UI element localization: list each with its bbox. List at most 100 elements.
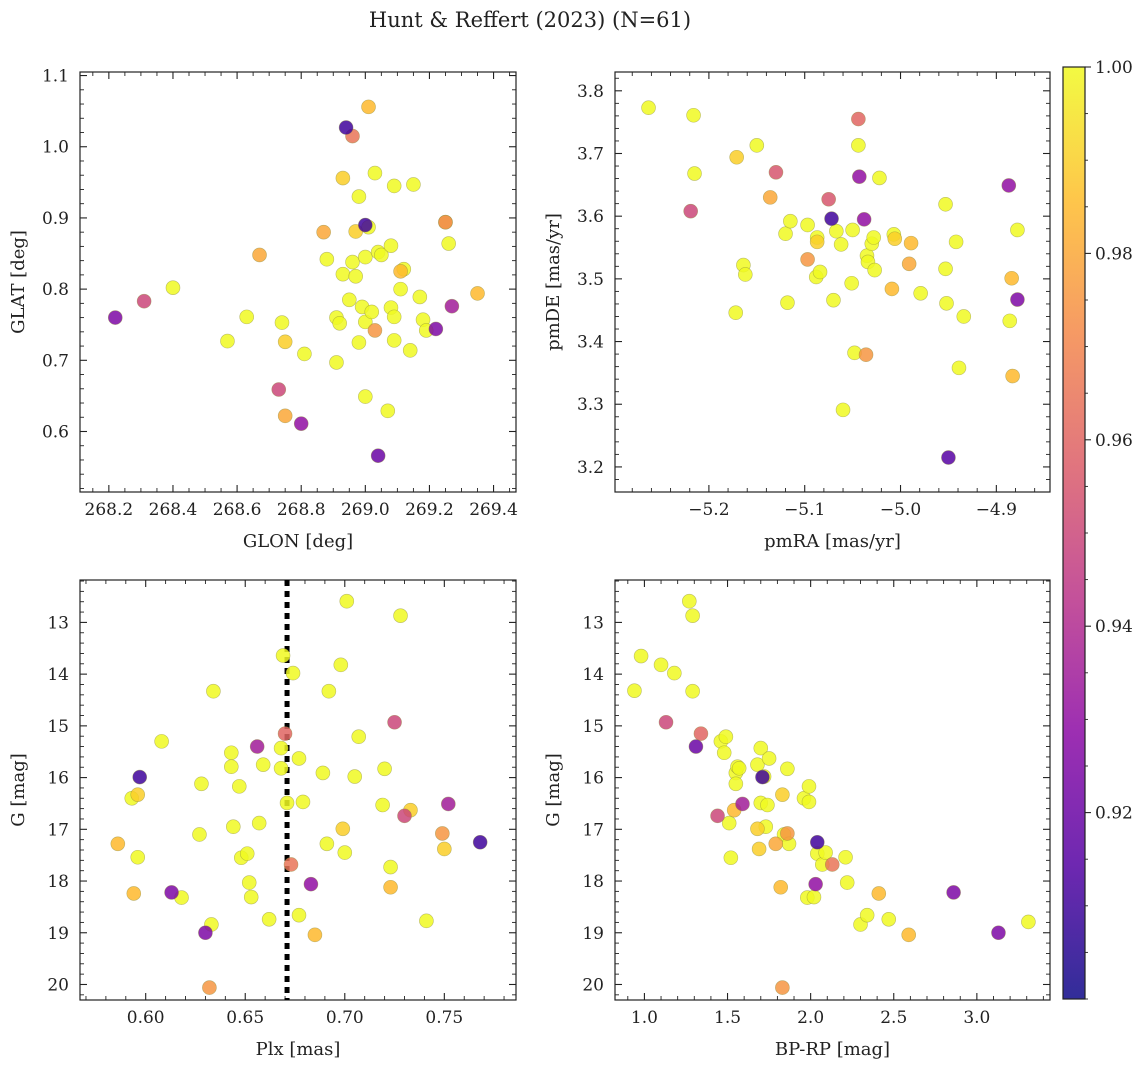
- scatter-point: [866, 230, 882, 245]
- scatter-point: [859, 907, 875, 923]
- scatter-point: [194, 776, 209, 792]
- scatter-point: [775, 980, 790, 995]
- scatter-point: [239, 846, 255, 861]
- x-tick-label: 269.2: [405, 500, 454, 520]
- scatter-point: [641, 100, 656, 116]
- scatter-point: [277, 334, 293, 350]
- scatter-point: [291, 907, 307, 923]
- x-tick-label: 0.60: [127, 1008, 165, 1028]
- scatter-point: [251, 815, 267, 831]
- x-tick-label: 268.8: [277, 500, 326, 520]
- x-tick-label: 1.0: [631, 1008, 658, 1028]
- y-tick-label: 17: [47, 820, 69, 840]
- x-tick-label: 2.0: [797, 1008, 824, 1028]
- scatter-point: [808, 876, 823, 892]
- y-tick-label: 3.6: [577, 207, 604, 227]
- x-tick-label: 0.75: [425, 1008, 463, 1028]
- x-tick-label: 268.6: [213, 500, 262, 520]
- scatter-point: [351, 189, 367, 204]
- scatter-point: [818, 845, 833, 860]
- scatter-point: [956, 309, 972, 324]
- x-axis-label: BP-RP [mag]: [775, 1039, 890, 1060]
- scatter-point: [658, 714, 674, 730]
- y-tick-label: 15: [582, 717, 604, 737]
- scatter-point: [824, 211, 839, 226]
- x-axis-label: Plx [mas]: [256, 1039, 341, 1060]
- scatter-point: [913, 285, 928, 301]
- scatter-point: [839, 875, 855, 890]
- scatter-point: [386, 178, 402, 194]
- y-tick-label: 19: [582, 924, 604, 944]
- scatter-point: [1010, 292, 1025, 307]
- scatter-point: [735, 796, 750, 812]
- scatter-point: [729, 149, 744, 165]
- scatter-point: [224, 759, 239, 775]
- scatter-point: [406, 177, 421, 192]
- y-tick-label: 15: [47, 717, 69, 737]
- y-axis-label: G [mag]: [543, 753, 564, 826]
- scatter-point: [329, 355, 344, 370]
- scatter-point: [871, 886, 887, 901]
- y-tick-label: 0.6: [42, 422, 69, 442]
- scatter-point: [386, 309, 402, 325]
- x-axis-label: pmRA [mas/yr]: [764, 531, 901, 552]
- scatter-point: [768, 836, 784, 852]
- scatter-point: [872, 170, 887, 186]
- plot-frame: [79, 579, 517, 1001]
- y-tick-label: 0.8: [42, 280, 69, 300]
- scatter-point: [132, 769, 148, 785]
- scatter-point: [845, 222, 860, 238]
- scatter-point: [412, 289, 428, 305]
- scatter-point: [370, 448, 386, 463]
- scatter-point: [1021, 914, 1036, 930]
- scatter-point: [277, 408, 293, 424]
- scatter-point: [361, 99, 376, 115]
- x-tick-label: 268.2: [85, 500, 134, 520]
- scatter-point: [202, 980, 217, 995]
- scatter-point: [428, 321, 444, 337]
- scatter-point: [682, 593, 697, 609]
- scatter-point: [285, 665, 301, 681]
- x-tick-label: 3.0: [963, 1008, 990, 1028]
- scatter-point: [383, 238, 399, 253]
- scatter-point: [800, 252, 815, 267]
- scatter-point: [164, 885, 179, 900]
- y-tick-label: 13: [582, 613, 604, 633]
- scatter-point: [941, 450, 956, 465]
- colorbar-gradient: [1062, 66, 1086, 1000]
- scatter-point: [339, 593, 355, 609]
- y-tick-label: 0.9: [42, 209, 69, 229]
- x-tick-label: 268.4: [149, 500, 198, 520]
- scatter-point: [351, 335, 367, 350]
- scatter-point: [295, 794, 311, 810]
- scatter-point: [835, 402, 851, 418]
- plot-frame: [614, 71, 1051, 493]
- y-tick-label: 20: [582, 975, 604, 995]
- chart-color-magnitude: 1.0 1.5 2.0 2.5 3.0 13 14 15 16 17 18 19 20 BP-RP [ma…: [543, 579, 1051, 1060]
- scatter-point: [358, 389, 373, 404]
- scatter-point: [192, 827, 207, 842]
- scatter-point: [293, 416, 309, 431]
- scatter-point: [633, 648, 649, 664]
- scatter-point: [297, 346, 312, 362]
- y-tick-label: 19: [47, 924, 69, 944]
- scatter-point: [1001, 178, 1017, 193]
- scatter-point: [856, 212, 872, 227]
- x-tick-label: −5.0: [880, 500, 921, 520]
- scatter-point: [338, 120, 354, 135]
- scatter-point: [749, 138, 765, 153]
- x-tick-label: 0.65: [226, 1008, 264, 1028]
- scatter-point: [762, 190, 778, 205]
- scatter-point: [693, 726, 709, 741]
- scatter-point: [335, 821, 351, 837]
- scatter-point: [780, 761, 795, 777]
- scatter-point: [991, 925, 1006, 941]
- scatter-point: [154, 734, 169, 749]
- scatter-point: [710, 808, 725, 824]
- scatter-point: [279, 795, 295, 811]
- colorbar-tick-label: 0.98: [1095, 244, 1133, 264]
- scatter-point: [901, 256, 917, 272]
- scatter-point: [470, 286, 485, 301]
- scatter-point: [333, 657, 349, 673]
